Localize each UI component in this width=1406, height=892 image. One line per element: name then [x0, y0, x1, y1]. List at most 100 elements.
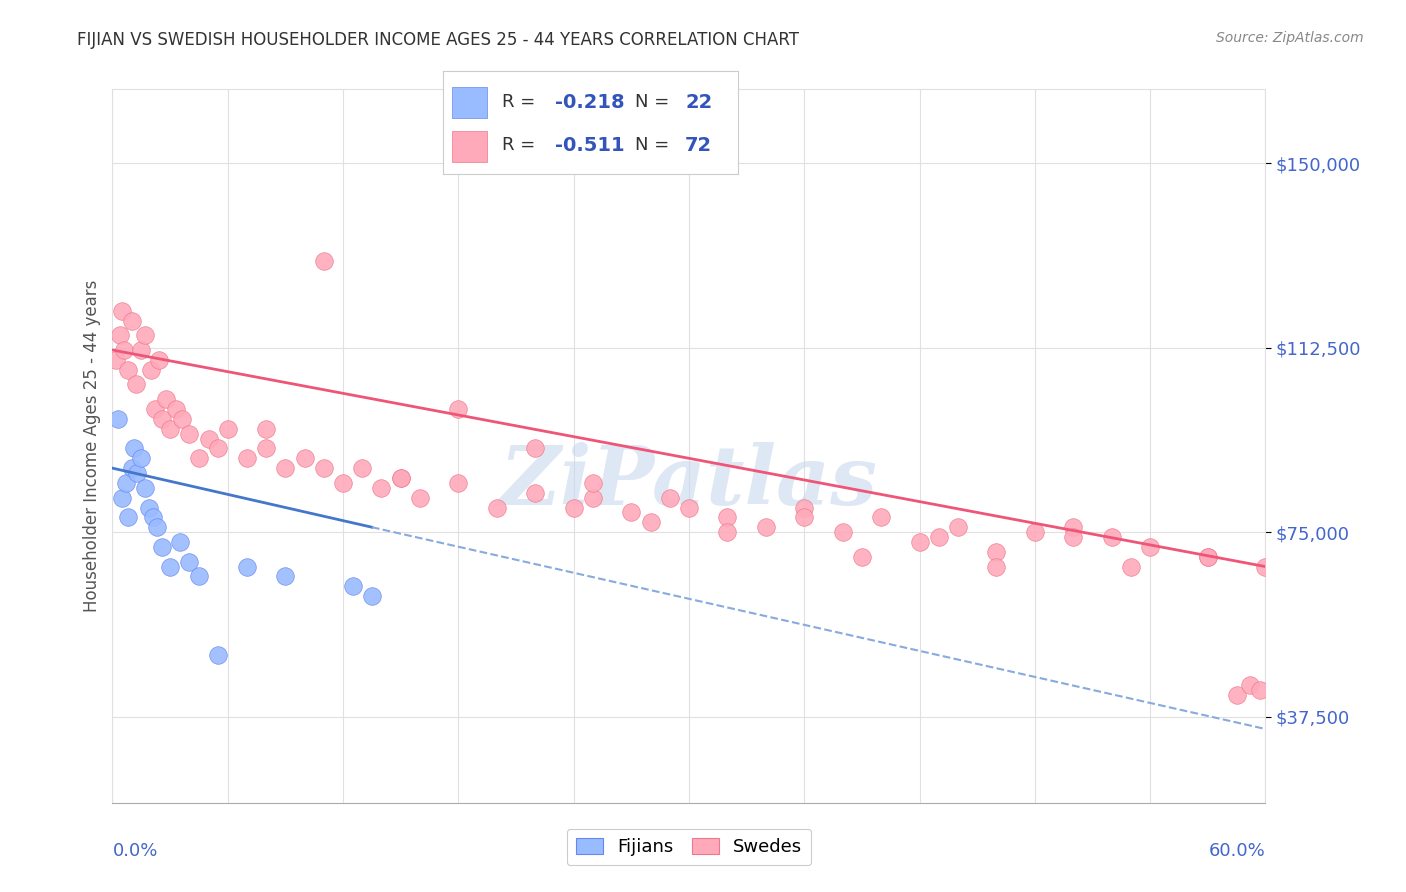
Point: [197, 432, 219, 446]
Point: [107, 412, 129, 426]
Text: N =: N =: [636, 93, 675, 112]
Point: [170, 412, 193, 426]
Point: [716, 510, 738, 524]
Point: [138, 500, 160, 515]
FancyBboxPatch shape: [451, 131, 486, 161]
Point: [1249, 682, 1271, 697]
Text: Source: ZipAtlas.com: Source: ZipAtlas.com: [1216, 31, 1364, 45]
Point: [207, 442, 229, 456]
Point: [112, 343, 135, 357]
Point: [562, 500, 585, 515]
Point: [145, 520, 167, 534]
Point: [620, 505, 643, 519]
Point: [447, 475, 470, 490]
Point: [274, 461, 297, 475]
Point: [134, 481, 156, 495]
Text: R =: R =: [502, 136, 541, 154]
Point: [1024, 525, 1046, 540]
Point: [188, 451, 211, 466]
Point: [129, 451, 153, 466]
Point: [142, 510, 165, 524]
Point: [152, 540, 174, 554]
Point: [658, 491, 681, 505]
Point: [360, 589, 382, 603]
Point: [312, 461, 335, 475]
Point: [188, 569, 211, 583]
Point: [447, 402, 470, 417]
Point: [254, 422, 277, 436]
Point: [928, 530, 950, 544]
Point: [1226, 688, 1249, 702]
Point: [179, 426, 201, 441]
Point: [254, 442, 277, 456]
Point: [716, 525, 738, 540]
Point: [793, 510, 815, 524]
Point: [127, 466, 149, 480]
Text: N =: N =: [636, 136, 675, 154]
Point: [831, 525, 853, 540]
Point: [115, 475, 138, 490]
Point: [908, 535, 931, 549]
Point: [108, 328, 131, 343]
Text: 72: 72: [685, 136, 711, 154]
Point: [274, 569, 297, 583]
Point: [139, 362, 162, 376]
Point: [1254, 559, 1277, 574]
Point: [129, 343, 153, 357]
Point: [870, 510, 893, 524]
Point: [121, 313, 143, 327]
Point: [111, 303, 134, 318]
Point: [524, 442, 547, 456]
Point: [143, 402, 166, 417]
Point: [105, 352, 128, 367]
Point: [117, 362, 139, 376]
Point: [582, 475, 605, 490]
Point: [236, 559, 259, 574]
Text: 60.0%: 60.0%: [1209, 842, 1265, 860]
Text: R =: R =: [502, 93, 541, 112]
Point: [152, 412, 174, 426]
Text: -0.511: -0.511: [555, 136, 624, 154]
Point: [159, 559, 181, 574]
Text: 0.0%: 0.0%: [112, 842, 157, 860]
Point: [312, 254, 335, 268]
Point: [122, 442, 145, 456]
Point: [111, 491, 134, 505]
Point: [207, 648, 229, 662]
Point: [755, 520, 778, 534]
Point: [986, 559, 1008, 574]
Point: [1062, 530, 1084, 544]
Point: [342, 579, 364, 593]
Text: FIJIAN VS SWEDISH HOUSEHOLDER INCOME AGES 25 - 44 YEARS CORRELATION CHART: FIJIAN VS SWEDISH HOUSEHOLDER INCOME AGE…: [77, 31, 800, 49]
Point: [1197, 549, 1219, 564]
Y-axis label: Householder Income Ages 25 - 44 years: Householder Income Ages 25 - 44 years: [83, 280, 101, 612]
Point: [1101, 530, 1123, 544]
Point: [236, 451, 259, 466]
Legend: Fijians, Swedes: Fijians, Swedes: [567, 829, 811, 865]
Point: [134, 328, 156, 343]
Point: [332, 475, 354, 490]
Point: [793, 500, 815, 515]
Point: [409, 491, 432, 505]
Point: [169, 535, 191, 549]
Point: [217, 422, 239, 436]
Point: [851, 549, 873, 564]
Point: [148, 352, 170, 367]
Point: [389, 471, 412, 485]
Text: 22: 22: [685, 93, 713, 112]
Text: ZiPatlas: ZiPatlas: [501, 442, 877, 522]
Text: -0.218: -0.218: [555, 93, 624, 112]
Point: [165, 402, 187, 417]
Point: [986, 545, 1008, 559]
FancyBboxPatch shape: [451, 87, 486, 118]
Point: [640, 516, 662, 530]
Point: [1239, 678, 1261, 692]
Point: [352, 461, 374, 475]
Point: [117, 510, 139, 524]
Point: [946, 520, 969, 534]
Point: [582, 491, 605, 505]
Point: [1139, 540, 1161, 554]
Point: [485, 500, 508, 515]
Point: [179, 555, 201, 569]
Point: [124, 377, 146, 392]
